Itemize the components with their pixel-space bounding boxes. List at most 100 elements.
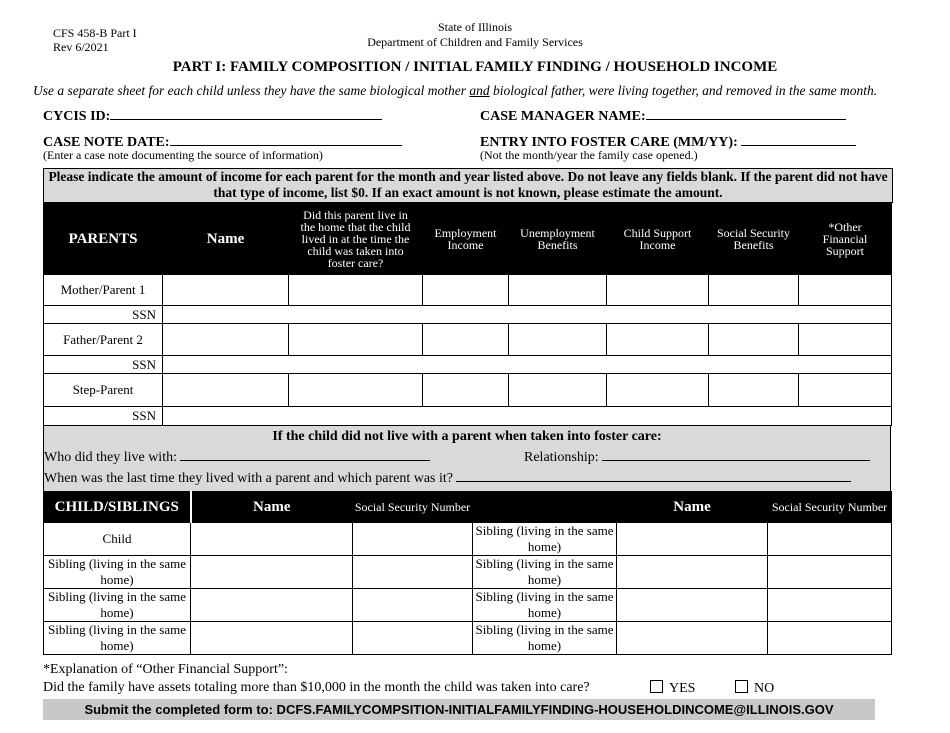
entry-foster-field[interactable]: ENTRY INTO FOSTER CARE (MM/YY):: [480, 133, 857, 151]
last-lived-input[interactable]: [456, 469, 852, 482]
who-lived-with-input[interactable]: [180, 448, 431, 461]
name-cell[interactable]: [162, 274, 289, 306]
employment-cell[interactable]: [422, 373, 509, 407]
employment-cell[interactable]: [422, 323, 509, 356]
other-cell[interactable]: [798, 373, 892, 407]
table-row: Sibling (living in the same home) Sibling…: [43, 621, 892, 655]
employment-cell[interactable]: [422, 274, 509, 306]
other-cell[interactable]: [798, 274, 892, 306]
header-lived-in-home: Did this parent live in the home that th…: [288, 202, 423, 275]
entry-foster-input[interactable]: [741, 133, 857, 146]
case-note-date-input[interactable]: [169, 133, 402, 146]
state-name: State of Illinois: [438, 20, 512, 34]
relationship-label: Relationship:: [524, 450, 599, 465]
row-label: Mother/Parent 1: [43, 274, 163, 306]
row-label: Sibling (living in the same home): [472, 621, 617, 655]
case-manager-label: CASE MANAGER NAME:: [480, 109, 646, 124]
checkbox-icon[interactable]: [735, 680, 748, 693]
row-label: Sibling (living in the same home): [43, 621, 191, 655]
child-support-cell[interactable]: [606, 373, 709, 407]
ssn-cell[interactable]: [352, 522, 473, 556]
income-notice: Please indicate the amount of income for…: [43, 168, 893, 203]
yes-label: YES: [669, 681, 696, 696]
name-cell[interactable]: [190, 522, 353, 556]
name-cell[interactable]: [616, 588, 768, 622]
agency-block: State of Illinois Department of Children…: [0, 20, 950, 50]
instructions-text-end: biological father, were living together,…: [489, 83, 878, 98]
header-parents: PARENTS: [43, 202, 163, 275]
table-row: Step-Parent: [43, 373, 892, 407]
header-employment-income: Employment Income: [422, 202, 509, 275]
table-row: Mother/Parent 1: [43, 274, 892, 306]
other-support-explanation: *Explanation of “Other Financial Support…: [43, 662, 288, 677]
social-security-cell[interactable]: [708, 274, 799, 306]
ssn-cell[interactable]: [767, 555, 892, 589]
ssn-cell[interactable]: [162, 406, 892, 426]
name-cell[interactable]: [616, 522, 768, 556]
relationship-field[interactable]: Relationship:: [524, 448, 871, 466]
lived-cell[interactable]: [288, 323, 423, 356]
unemployment-cell[interactable]: [508, 323, 607, 356]
ssn-cell[interactable]: [767, 621, 892, 655]
lived-cell[interactable]: [288, 274, 423, 306]
who-lived-with-field[interactable]: Who did they live with:: [44, 448, 431, 466]
row-label: Sibling (living in the same home): [43, 555, 191, 589]
row-label: Sibling (living in the same home): [472, 522, 617, 556]
name-cell[interactable]: [162, 373, 289, 407]
child-support-cell[interactable]: [606, 274, 709, 306]
header-ssn: Social Security Number: [352, 491, 473, 523]
no-parent-heading: If the child did not live with a parent …: [272, 429, 662, 444]
ssn-cell[interactable]: [767, 588, 892, 622]
row-label: Sibling (living in the same home): [43, 588, 191, 622]
header-name: Name: [190, 491, 353, 523]
social-security-cell[interactable]: [708, 323, 799, 356]
entry-foster-label: ENTRY INTO FOSTER CARE (MM/YY):: [480, 135, 738, 150]
table-row: SSN: [43, 406, 892, 426]
entry-foster-hint: (Not the month/year the family case open…: [480, 148, 698, 162]
ssn-cell[interactable]: [352, 555, 473, 589]
ssn-cell[interactable]: [767, 522, 892, 556]
no-checkbox[interactable]: NO: [735, 680, 774, 697]
name-cell[interactable]: [190, 588, 353, 622]
social-security-cell[interactable]: [708, 373, 799, 407]
row-label: SSN: [43, 305, 163, 324]
ssn-cell[interactable]: [352, 588, 473, 622]
ssn-cell[interactable]: [162, 305, 892, 324]
checkbox-icon[interactable]: [650, 680, 663, 693]
relationship-input[interactable]: [602, 448, 871, 461]
header-unemployment-benefits: Unemployment Benefits: [508, 202, 607, 275]
row-label: Sibling (living in the same home): [472, 588, 617, 622]
name-cell[interactable]: [616, 621, 768, 655]
last-lived-field[interactable]: When was the last time they lived with a…: [44, 469, 852, 487]
unemployment-cell[interactable]: [508, 373, 607, 407]
yes-checkbox[interactable]: YES: [650, 680, 695, 697]
child-support-cell[interactable]: [606, 323, 709, 356]
submit-instructions: Submit the completed form to: DCFS.FAMIL…: [43, 699, 875, 720]
department-name: Department of Children and Family Servic…: [367, 35, 583, 49]
table-row: SSN: [43, 355, 892, 374]
row-label: Step-Parent: [43, 373, 163, 407]
cycis-id-input[interactable]: [110, 107, 383, 120]
ssn-cell[interactable]: [162, 355, 892, 374]
case-note-date-field[interactable]: CASE NOTE DATE:: [43, 133, 402, 151]
instructions: Use a separate sheet for each child unle…: [33, 83, 877, 99]
cycis-id-field[interactable]: CYCIS ID:: [43, 107, 383, 125]
instructions-and: and: [469, 83, 490, 98]
case-manager-input[interactable]: [645, 107, 846, 120]
header-other-financial-support: *Other Financial Support: [798, 202, 892, 275]
form-revision: Rev 6/2021: [53, 40, 109, 54]
name-cell[interactable]: [190, 621, 353, 655]
assets-question: Did the family have assets totaling more…: [43, 680, 590, 695]
last-lived-label: When was the last time they lived with a…: [44, 471, 453, 486]
table-row: SSN: [43, 305, 892, 324]
name-cell[interactable]: [190, 555, 353, 589]
table-row: Child Sibling (living in the same home): [43, 522, 892, 556]
unemployment-cell[interactable]: [508, 274, 607, 306]
lived-cell[interactable]: [288, 373, 423, 407]
name-cell[interactable]: [616, 555, 768, 589]
case-manager-field[interactable]: CASE MANAGER NAME:: [480, 107, 846, 125]
ssn-cell[interactable]: [352, 621, 473, 655]
name-cell[interactable]: [162, 323, 289, 356]
other-cell[interactable]: [798, 323, 892, 356]
